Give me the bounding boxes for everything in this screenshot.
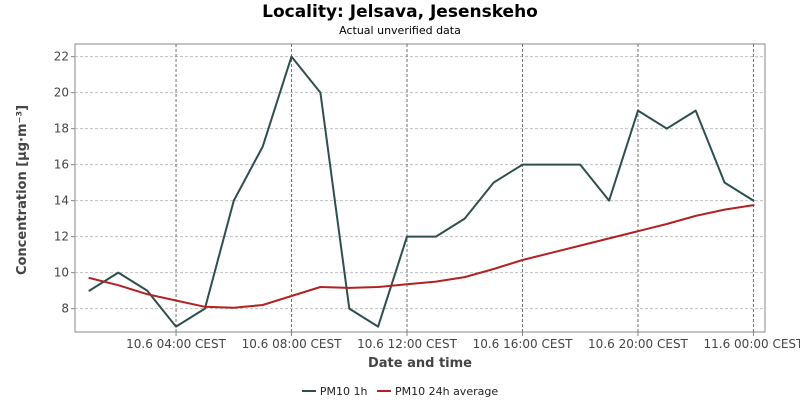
x-tick-label: 10.6 08:00 CEST — [242, 337, 343, 351]
axes: 8 10 12 14 16 18 20 22 10.6 04:00 CEST 10.6 08:00… — [54, 50, 800, 351]
grid — [74, 43, 766, 333]
y-tick-label: 10 — [54, 266, 69, 280]
legend-item-pm10-24h: PM10 24h average — [376, 384, 499, 398]
plot-area — [74, 43, 766, 333]
series-line-1 — [88, 204, 755, 309]
y-tick-label: 16 — [54, 158, 69, 172]
chart-title: Locality: Jelsava, Jesenskeho — [262, 2, 538, 22]
x-tick-label: 10.6 12:00 CEST — [357, 337, 458, 351]
legend: PM10 1h PM10 24h average — [0, 382, 800, 398]
series-line-0 — [88, 55, 755, 328]
legend-label-pm10-1h: PM10 1h — [319, 384, 368, 398]
y-tick-label: 8 — [61, 302, 69, 316]
x-tick-label: 10.6 04:00 CEST — [126, 337, 227, 351]
y-tick-label: 22 — [54, 50, 69, 64]
x-axis-label: Date and time — [368, 356, 472, 371]
chart-subtitle: Actual unverified data — [339, 24, 461, 37]
legend-swatch-pm10-1h — [301, 390, 316, 392]
y-tick-label: 18 — [54, 122, 69, 136]
legend-label-pm10-24h: PM10 24h average — [394, 384, 499, 398]
y-tick-label: 14 — [54, 194, 69, 208]
series-lines — [88, 55, 755, 328]
legend-swatch-pm10-24h — [376, 390, 391, 392]
y-tick-label: 12 — [54, 230, 69, 244]
y-axis-label: Concentration [µg·m⁻³] — [15, 105, 30, 275]
y-tick-label: 20 — [54, 86, 69, 100]
x-tick-label: 10.6 16:00 CEST — [473, 337, 574, 351]
legend-item-pm10-1h: PM10 1h — [301, 384, 368, 398]
x-tick-label: 10.6 20:00 CEST — [588, 337, 689, 351]
x-tick-label: 11.6 00:00 CEST — [704, 337, 800, 351]
